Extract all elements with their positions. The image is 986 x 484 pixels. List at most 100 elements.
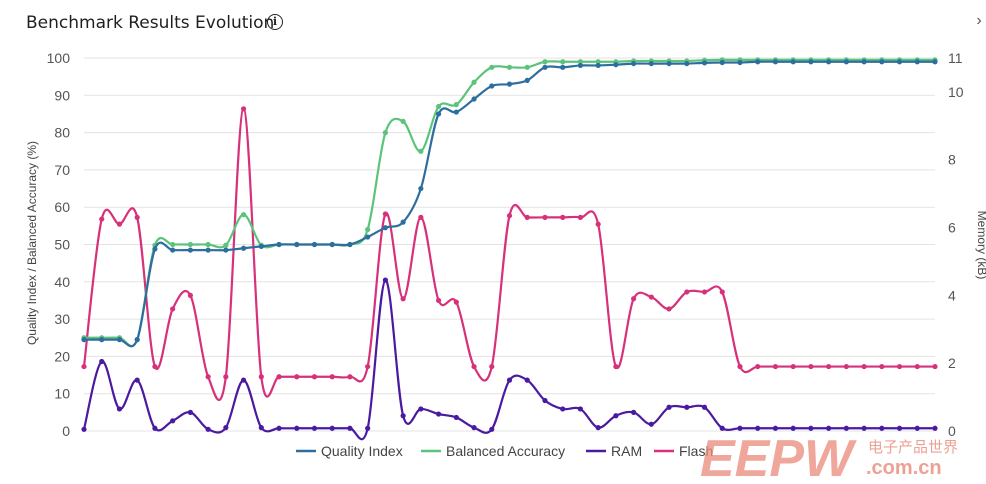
ram-point[interactable] (435, 411, 442, 417)
ram-point[interactable] (577, 406, 584, 412)
flash-point[interactable] (311, 374, 318, 380)
flash-point[interactable] (81, 363, 87, 370)
quality-index-point[interactable] (719, 59, 725, 66)
balanced-accuracy-point[interactable] (400, 118, 406, 125)
balanced-accuracy-legend-label[interactable]: Balanced Accuracy (446, 443, 565, 459)
flash-point[interactable] (790, 363, 796, 370)
quality-index-point[interactable] (489, 83, 495, 89)
ram-point[interactable] (453, 414, 459, 421)
flash-point[interactable] (932, 363, 938, 370)
flash-point[interactable] (719, 289, 725, 295)
ram-point[interactable] (347, 425, 353, 431)
flash-point[interactable] (471, 363, 477, 370)
quality-index-point[interactable] (223, 247, 229, 253)
flash-point[interactable] (772, 363, 779, 370)
ram-point[interactable] (400, 413, 406, 419)
ram-point[interactable] (896, 425, 903, 431)
ram-point[interactable] (932, 425, 938, 431)
balanced-accuracy-point[interactable] (240, 212, 247, 218)
ram-point[interactable] (808, 425, 814, 431)
quality-index-point[interactable] (524, 77, 530, 83)
flash-point[interactable] (205, 374, 211, 380)
quality-index-point[interactable] (347, 241, 353, 248)
quality-index-point[interactable] (116, 337, 123, 343)
flash-point[interactable] (808, 363, 814, 370)
balanced-accuracy-point[interactable] (524, 64, 530, 70)
ram-point[interactable] (843, 425, 849, 431)
quality-index-point[interactable] (914, 59, 920, 65)
flash-legend-label[interactable]: Flash (679, 443, 713, 459)
flash-point[interactable] (187, 292, 193, 298)
flash-point[interactable] (560, 214, 566, 220)
ram-point[interactable] (701, 404, 708, 410)
ram-point[interactable] (170, 418, 176, 424)
ram-point[interactable] (382, 277, 388, 283)
quality-index-point[interactable] (99, 337, 105, 343)
ram-point[interactable] (81, 426, 87, 432)
quality-index-point[interactable] (701, 60, 708, 66)
flash-point[interactable] (648, 294, 654, 300)
ram-point[interactable] (223, 425, 229, 431)
ram-point[interactable] (879, 425, 885, 431)
ram-point[interactable] (648, 421, 654, 427)
quality-index-point[interactable] (737, 59, 743, 66)
ram-point[interactable] (914, 425, 920, 431)
flash-point[interactable] (134, 214, 140, 220)
flash-point[interactable] (506, 213, 513, 219)
balanced-accuracy-point[interactable] (365, 226, 371, 233)
quality-index-point[interactable] (506, 81, 513, 87)
balanced-accuracy-point[interactable] (382, 130, 388, 136)
ram-point[interactable] (471, 425, 477, 431)
ram-point[interactable] (258, 425, 264, 431)
quality-index-point[interactable] (453, 109, 459, 115)
balanced-accuracy-point[interactable] (418, 148, 424, 154)
ram-point[interactable] (542, 397, 548, 404)
quality-index-point[interactable] (843, 59, 849, 65)
quality-index-legend-label[interactable]: Quality Index (321, 443, 403, 459)
quality-index-point[interactable] (400, 219, 406, 225)
balanced-accuracy-point[interactable] (506, 64, 513, 70)
ram-legend-label[interactable]: RAM (611, 443, 642, 459)
quality-index-point[interactable] (205, 247, 211, 253)
quality-index-point[interactable] (560, 64, 566, 70)
flash-point[interactable] (240, 106, 247, 112)
balanced-accuracy-point[interactable] (560, 59, 566, 65)
flash-point[interactable] (152, 363, 158, 370)
ram-point[interactable] (684, 404, 690, 410)
quality-index-point[interactable] (170, 247, 176, 253)
flash-point[interactable] (400, 296, 406, 302)
balanced-accuracy-point[interactable] (595, 59, 601, 65)
quality-index-point[interactable] (684, 60, 690, 67)
quality-index-point[interactable] (276, 241, 282, 248)
ram-point[interactable] (631, 409, 637, 415)
quality-index-point[interactable] (879, 59, 885, 65)
flash-point[interactable] (99, 216, 105, 222)
quality-index-point[interactable] (187, 247, 193, 253)
ram-point[interactable] (560, 406, 566, 412)
ram-point[interactable] (524, 377, 530, 383)
quality-index-point[interactable] (294, 241, 300, 248)
ram-point[interactable] (134, 377, 140, 383)
flash-point[interactable] (170, 306, 176, 312)
balanced-accuracy-point[interactable] (453, 102, 459, 108)
ram-point[interactable] (772, 425, 779, 431)
ram-point[interactable] (240, 377, 247, 383)
balanced-accuracy-point[interactable] (205, 241, 211, 248)
flash-point[interactable] (826, 363, 832, 370)
flash-point[interactable] (896, 363, 903, 370)
flash-point[interactable] (755, 363, 761, 370)
quality-index-point[interactable] (134, 337, 140, 343)
quality-index-point[interactable] (755, 59, 761, 65)
balanced-accuracy-point[interactable] (489, 64, 495, 70)
flash-point[interactable] (365, 363, 371, 370)
flash-point[interactable] (276, 374, 282, 380)
quality-index-point[interactable] (648, 60, 654, 67)
flash-point[interactable] (489, 363, 495, 370)
quality-index-point[interactable] (471, 96, 477, 102)
quality-index-point[interactable] (861, 59, 867, 65)
quality-index-point[interactable] (896, 59, 903, 65)
balanced-accuracy-point[interactable] (435, 103, 442, 110)
balanced-accuracy-point[interactable] (471, 79, 477, 85)
ram-point[interactable] (205, 426, 211, 432)
ram-point[interactable] (418, 406, 424, 412)
